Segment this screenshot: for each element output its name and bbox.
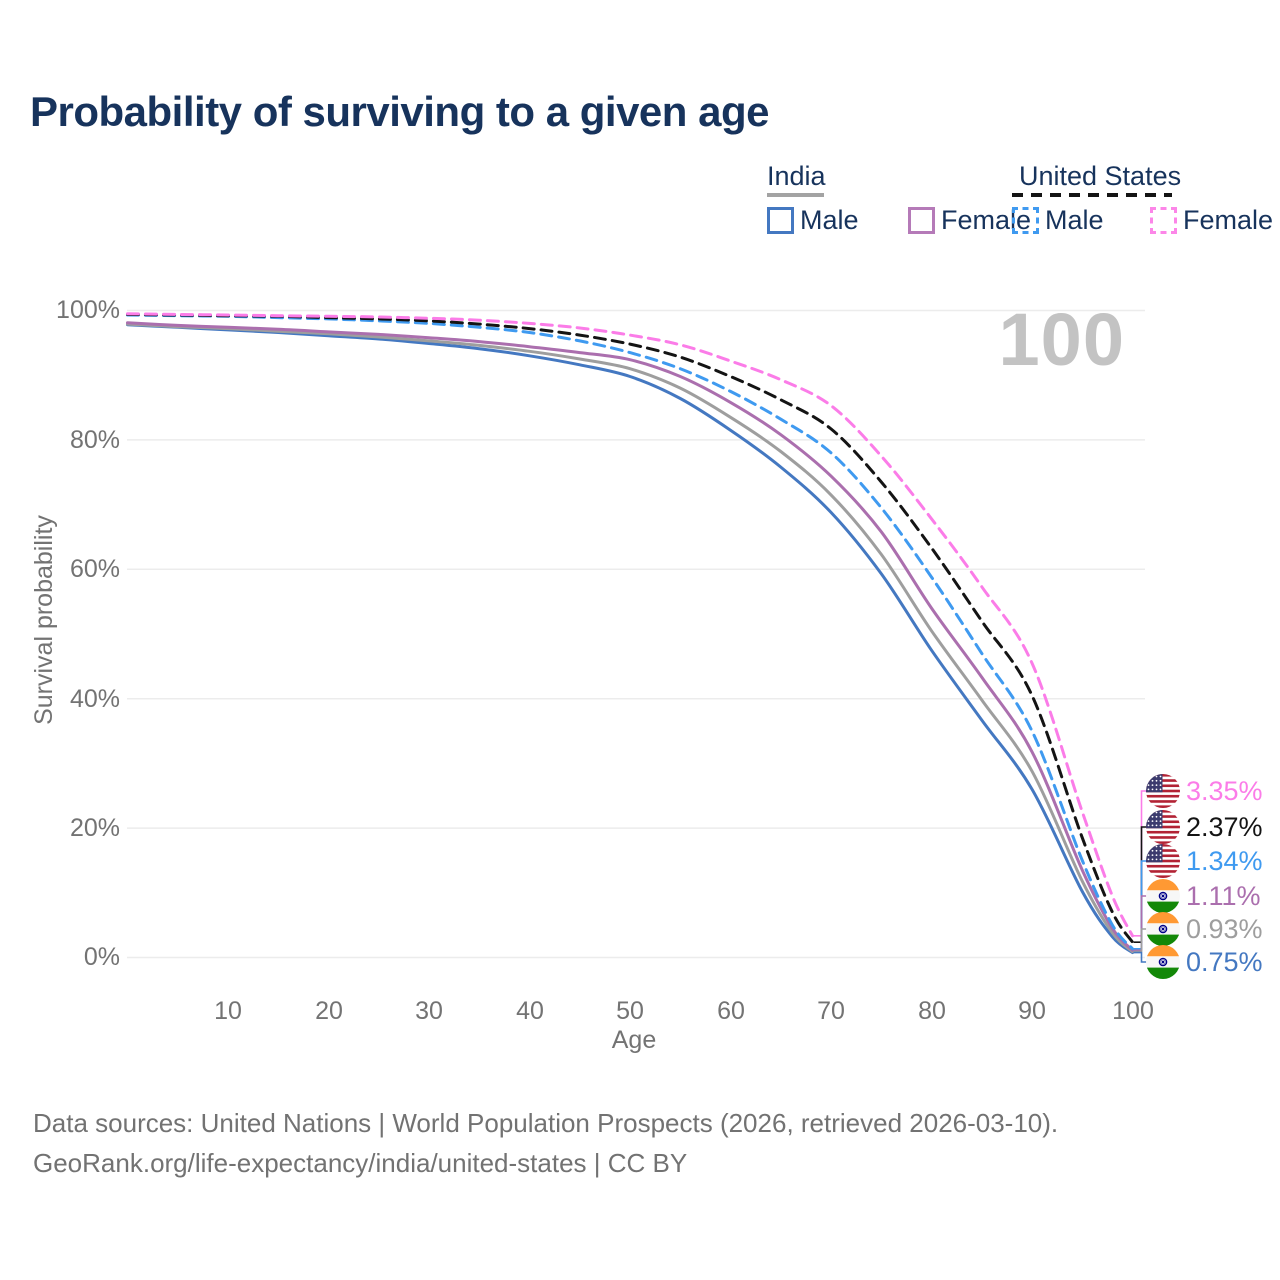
end-label-value: 0.75%: [1186, 947, 1263, 977]
legend-group-india: India Male Female: [767, 161, 1031, 236]
y-tick-label-100: 100%: [56, 296, 120, 324]
x-tick-label-60: 60: [717, 997, 745, 1025]
leader-line-india-female: [1133, 895, 1149, 952]
x-axis-title: Age: [611, 1026, 657, 1054]
curve-india-male[interactable]: [126, 323, 1134, 955]
x-tick-label-50: 50: [616, 997, 644, 1025]
x-tick-label-70: 70: [817, 997, 845, 1025]
footer-data-sources: Data sources: United Nations | World Pop…: [33, 1108, 1059, 1138]
legend-india-title[interactable]: India: [767, 161, 826, 191]
legend-us-male-label: Male: [1045, 205, 1104, 235]
y-tick-label-40: 40%: [69, 685, 120, 713]
highlighted-age-watermark: 100: [998, 298, 1125, 381]
end-label-value: 1.11%: [1186, 881, 1261, 911]
curve-us-both[interactable]: [126, 312, 1134, 944]
end-label-value: 1.34%: [1186, 846, 1263, 876]
legend-item-us-female[interactable]: Female: [1149, 206, 1273, 234]
us-flag-icon: [1146, 810, 1180, 844]
india-flag-icon: [1146, 912, 1180, 946]
us-female-swatch: [1149, 207, 1177, 234]
india-flag-icon: [1146, 945, 1180, 979]
legend-group-united-states: United States Male Female: [1012, 161, 1273, 236]
legend-us-country-line-swatch: [1012, 193, 1172, 197]
leader-line-india-both: [1133, 928, 1149, 953]
us-flag-icon: [1146, 774, 1180, 808]
y-tick-label-60: 60%: [69, 555, 120, 583]
legend-item-us-male[interactable]: Male: [1012, 206, 1108, 234]
x-tick-label-10: 10: [214, 997, 242, 1025]
us-flag-icon: [1146, 844, 1180, 878]
legend-item-india-female[interactable]: Female: [907, 206, 1031, 234]
x-tick-label-20: 20: [315, 997, 343, 1025]
end-label-value: 3.35%: [1186, 776, 1263, 806]
legend-india-female-label: Female: [940, 205, 1032, 235]
legend-india-male-label: Male: [800, 205, 859, 235]
india-male-swatch: [767, 207, 794, 234]
legend-us-title[interactable]: United States: [1019, 161, 1182, 191]
y-tick-label-80: 80%: [69, 426, 120, 454]
curve-us-male[interactable]: [126, 313, 1134, 951]
us-male-swatch: [1012, 207, 1039, 234]
end-label-value: 2.37%: [1186, 812, 1263, 842]
x-tick-label-100: 100: [1112, 997, 1154, 1025]
x-tick-label-40: 40: [516, 997, 544, 1025]
curve-us-female[interactable]: [126, 312, 1134, 938]
chart-title: Probability of surviving to a given age: [30, 88, 769, 135]
x-tick-label-80: 80: [918, 997, 946, 1025]
legend-india-country-line-swatch: [767, 193, 824, 197]
end-label-value: 0.93%: [1186, 914, 1263, 944]
curve-india-female[interactable]: [126, 321, 1134, 952]
leader-line-india-male: [1133, 951, 1149, 963]
curve-india-both[interactable]: [126, 322, 1134, 953]
x-tick-label-30: 30: [415, 997, 443, 1025]
footer-attribution-link: GeoRank.org/life-expectancy/india/united…: [33, 1148, 688, 1178]
x-tick-label-90: 90: [1018, 997, 1046, 1025]
india-female-swatch: [907, 207, 935, 234]
y-tick-label-0: 0%: [83, 943, 120, 971]
y-tick-label-20: 20%: [69, 814, 120, 842]
india-flag-icon: [1146, 879, 1180, 913]
legend-us-female-label: Female: [1182, 205, 1274, 235]
legend-item-india-male[interactable]: Male: [767, 206, 863, 234]
